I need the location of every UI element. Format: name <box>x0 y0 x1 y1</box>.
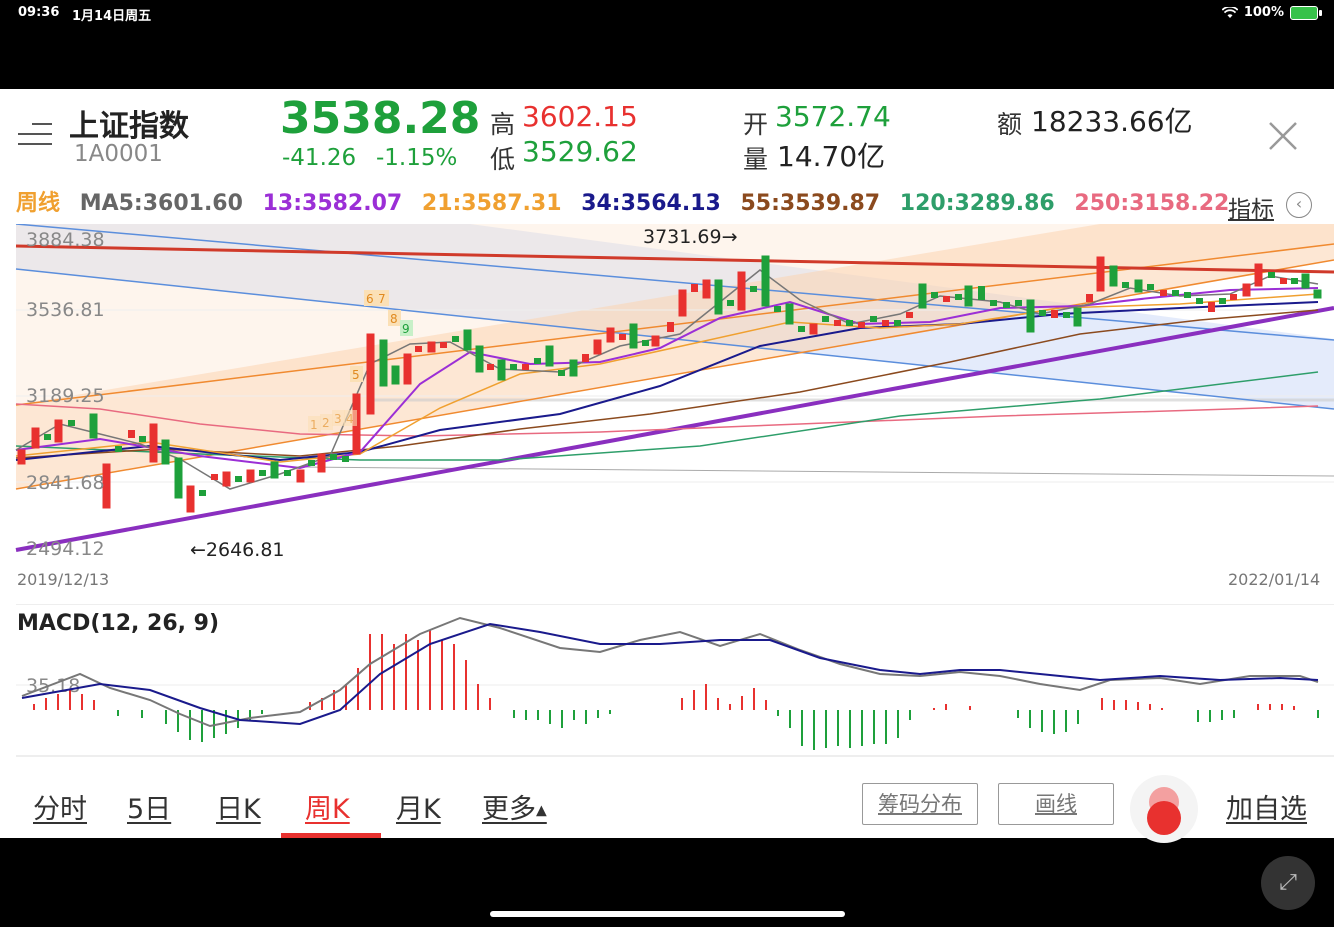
status-bar: 09:36 1月14日周五 100% <box>0 0 1334 28</box>
kline-chart[interactable]: 5 6 7 8 9 1 2 3 4 3884.38 3536.81 3189.2… <box>0 224 1334 569</box>
chevron-left-icon[interactable]: ‹ <box>1286 192 1312 218</box>
blue-channel-upper <box>15 224 1334 341</box>
ma34-line <box>15 301 1319 462</box>
chip-distribution-button[interactable]: 筹码分布 <box>862 783 978 825</box>
y-label-1: 3884.38 <box>26 229 105 251</box>
macd-title: MACD(12, 26, 9) <box>17 611 220 636</box>
y-label-3: 3189.25 <box>26 385 105 407</box>
td-mark-6: 6 <box>366 292 374 306</box>
bottom-tabs: 分时 5日 日K 周K 月K 更多▲ 筹码分布 画线 加自选 <box>0 775 1334 843</box>
candles-group <box>17 255 1322 513</box>
date-end: 2022/01/14 <box>1228 570 1321 589</box>
td-mark-2: 2 <box>322 416 330 430</box>
volume-value: 14.70亿 <box>777 140 886 173</box>
chart-panel: 上证指数 1A0001 3538.28 -41.26 -1.15% 高 3602… <box>0 89 1334 843</box>
indicator-button[interactable]: 指标 <box>1228 197 1274 223</box>
td-mark-9: 9 <box>402 322 410 336</box>
ma34-value: 34:3564.13 <box>581 191 721 216</box>
stock-code: 1A0001 <box>74 141 163 167</box>
volume-label: 量 <box>743 145 769 174</box>
macd-chart[interactable]: 35.18 <box>0 604 1334 759</box>
record-button[interactable] <box>1130 775 1198 843</box>
stock-name: 上证指数 <box>69 109 189 144</box>
status-right: 100% <box>1221 5 1322 20</box>
period-label: 周线 <box>16 191 61 216</box>
high-label: 高 <box>490 110 516 139</box>
macd-dif-line <box>21 616 1319 728</box>
amount-value: 18233.66亿 <box>1031 105 1193 138</box>
macd-negative-bars <box>117 710 1319 750</box>
td-mark-4: 4 <box>346 412 354 426</box>
ma55-line <box>15 309 1319 459</box>
y-axis-labels: 3884.38 3536.81 3189.25 2841.68 2494.12 <box>26 229 105 560</box>
amount-label: 额 <box>997 110 1023 139</box>
add-favorite-button[interactable]: 加自选 <box>1226 794 1307 825</box>
collapse-icon[interactable]: ⤢ <box>1261 856 1315 910</box>
ma55-value: 55:3539.87 <box>740 191 881 216</box>
record-icon-dot <box>1147 801 1181 835</box>
menu-icon[interactable] <box>18 121 52 149</box>
status-date: 1月14日周五 <box>72 9 152 24</box>
td-markers: 5 6 7 8 9 1 2 3 4 <box>308 290 413 432</box>
ma250-line <box>15 403 1319 437</box>
close-icon[interactable] <box>1266 119 1300 153</box>
td-mark-1: 1 <box>310 418 318 432</box>
blue-channel-lower <box>15 268 1334 410</box>
macd-positive-bars <box>33 630 1295 710</box>
orange-channel-lower <box>15 259 1334 490</box>
battery-percent: 100% <box>1243 5 1284 20</box>
y-label-4: 2841.68 <box>26 472 105 494</box>
price-change: -41.26 <box>282 145 357 171</box>
open-label: 开 <box>743 110 769 139</box>
caret-up-icon: ▲ <box>536 802 547 819</box>
tab-intraday[interactable]: 分时 <box>33 794 87 825</box>
macd-level-label: 35.18 <box>26 675 80 697</box>
ma250-value: 250:3158.22 <box>1074 191 1230 216</box>
ma5-value: MA5:3601.60 <box>79 191 243 216</box>
macd-dea-line <box>21 622 1319 726</box>
active-tab-indicator <box>281 833 381 838</box>
tab-monthly-k[interactable]: 月K <box>396 794 441 825</box>
ma120-value: 120:3289.86 <box>899 191 1055 216</box>
ma13-value: 13:3582.07 <box>262 191 403 216</box>
low-label: 低 <box>490 145 516 174</box>
high-annotation: 3731.69→ <box>643 226 738 248</box>
td-mark-8: 8 <box>390 312 398 326</box>
draw-line-button[interactable]: 画线 <box>998 783 1114 825</box>
open-value: 3572.74 <box>775 100 891 133</box>
td-mark-5: 5 <box>352 368 360 382</box>
tab-weekly-k[interactable]: 周K <box>305 794 350 825</box>
battery-icon <box>1290 5 1322 20</box>
status-time: 09:36 <box>18 5 60 20</box>
wifi-icon <box>1221 6 1238 18</box>
tab-more[interactable]: 更多▲ <box>482 787 547 826</box>
td-mark-7: 7 <box>378 292 386 306</box>
td-mark-3: 3 <box>334 412 342 426</box>
y-label-2: 3536.81 <box>26 299 105 321</box>
date-start: 2019/12/13 <box>17 570 110 589</box>
tab-more-label: 更多 <box>482 794 536 825</box>
tab-daily-k[interactable]: 日K <box>216 794 261 825</box>
high-value: 3602.15 <box>522 100 638 133</box>
tab-5day[interactable]: 5日 <box>127 794 172 825</box>
low-value: 3529.62 <box>522 135 638 168</box>
home-indicator <box>490 911 845 917</box>
current-price: 3538.28 <box>280 93 481 144</box>
ma-legend: 周线 MA5:3601.60 13:3582.07 21:3587.31 34:… <box>16 185 1241 217</box>
y-label-5: 2494.12 <box>26 538 105 560</box>
low-annotation: ←2646.81 <box>190 539 285 561</box>
price-change-pct: -1.15% <box>376 145 458 171</box>
ma21-value: 21:3587.31 <box>421 191 562 216</box>
